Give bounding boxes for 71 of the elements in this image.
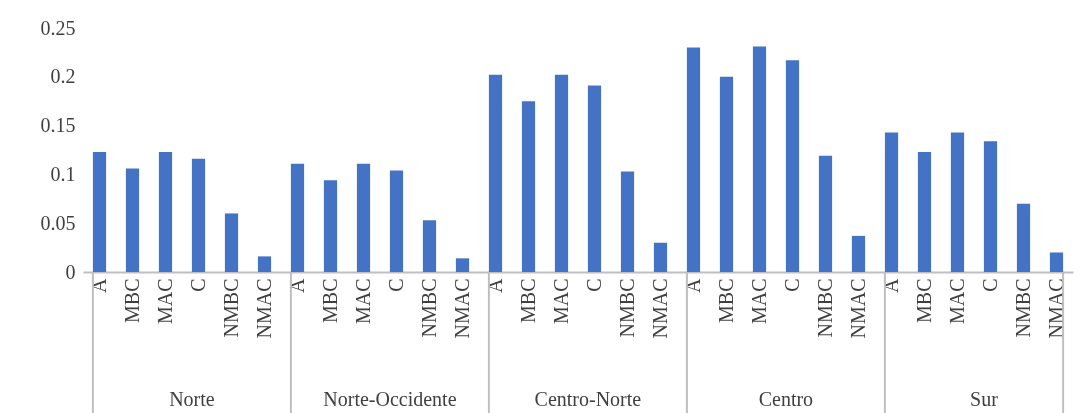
bar: [125, 168, 140, 272]
x-tick-label: MBC: [516, 278, 539, 323]
x-tick-label: C: [186, 278, 209, 292]
x-tick-label: NMAC: [846, 278, 869, 339]
x-tick-label: MAC: [153, 278, 176, 325]
x-tick-label: MBC: [318, 278, 341, 323]
bar: [158, 151, 173, 272]
y-tick-label: 0.2: [50, 65, 76, 88]
x-tick-label: A: [87, 277, 110, 293]
bar: [1049, 252, 1064, 272]
bar: [653, 242, 668, 272]
y-tick-label: 0.25: [40, 16, 76, 39]
x-tick-label: NMBC: [615, 278, 638, 338]
x-tick-label: NMBC: [417, 278, 440, 338]
x-tick-label: NMBC: [1011, 278, 1034, 338]
text: Norte-Occidente: [323, 388, 457, 410]
text: Sur: [970, 388, 999, 410]
x-tick-label: MBC: [912, 278, 935, 323]
bar: [290, 163, 305, 272]
bar: [917, 151, 932, 272]
bar: [455, 258, 470, 272]
y-tick-label: 0.15: [40, 114, 76, 137]
bar: [92, 151, 107, 272]
text: Centro: [758, 388, 814, 410]
bar: [323, 180, 338, 272]
x-tick-label: MBC: [714, 278, 737, 323]
bar: [389, 170, 404, 272]
bar: [752, 46, 767, 272]
y-tick-label: 0.05: [40, 211, 76, 234]
bar: [686, 47, 701, 272]
x-tick-label: MAC: [747, 278, 770, 325]
x-tick-label: C: [582, 278, 605, 292]
x-tick-label: MAC: [945, 278, 968, 325]
x-tick-label: MAC: [351, 278, 374, 325]
bar: [818, 155, 833, 272]
bar: [257, 256, 272, 272]
x-tick-label: NMBC: [813, 278, 836, 338]
x-tick-label: NMBC: [219, 278, 242, 338]
x-tick-label: A: [879, 277, 902, 293]
x-tick-label: MBC: [120, 278, 143, 323]
x-tick-label: C: [780, 278, 803, 292]
bar: [587, 85, 602, 272]
bar: [422, 220, 437, 272]
bar: [1016, 203, 1031, 272]
x-tick-label: A: [483, 277, 506, 293]
bar: [191, 158, 206, 272]
bar: [950, 132, 965, 272]
bar: [224, 213, 239, 272]
x-tick-label: NMAC: [1044, 278, 1067, 339]
y-tick-label: 0: [65, 260, 76, 283]
text: Centro-Norte: [534, 388, 642, 410]
y-tick-label: 0.1: [50, 162, 76, 185]
x-tick-label: NMAC: [450, 278, 473, 339]
x-tick-label: NMAC: [648, 278, 671, 339]
bar: [521, 101, 536, 272]
bar: [554, 74, 569, 272]
bar: [488, 74, 503, 272]
bar: [785, 60, 800, 272]
bar: [719, 76, 734, 272]
bar: [620, 171, 635, 272]
bar: [884, 132, 899, 272]
bar: [983, 141, 998, 272]
x-tick-label: C: [384, 278, 407, 292]
text: Norte: [169, 388, 215, 410]
x-tick-label: A: [285, 277, 308, 293]
x-tick-label: C: [978, 278, 1001, 292]
x-tick-label: A: [681, 277, 704, 293]
x-tick-label: NMAC: [252, 278, 275, 339]
bar: [851, 235, 866, 272]
x-tick-label: MAC: [549, 278, 572, 325]
bar: [356, 163, 371, 272]
